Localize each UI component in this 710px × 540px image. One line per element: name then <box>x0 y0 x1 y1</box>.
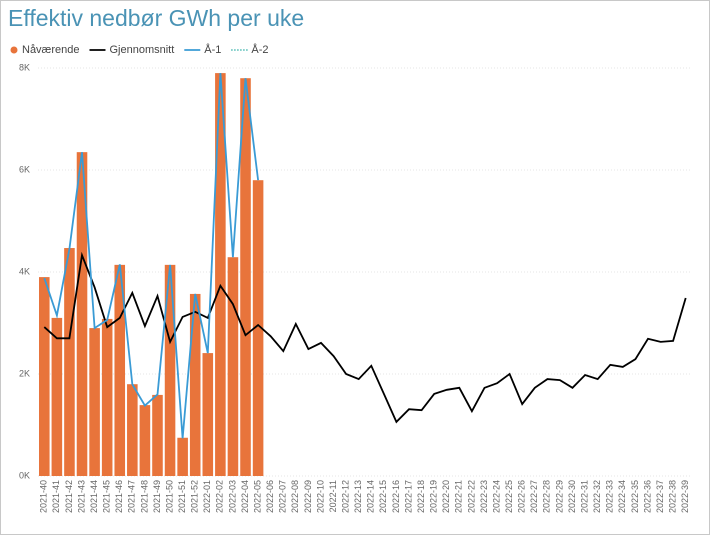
x-tick-label: 2021-50 <box>164 480 174 513</box>
x-tick-label: 2021-47 <box>127 480 137 513</box>
bar <box>202 353 214 476</box>
bar <box>127 384 138 476</box>
bar <box>240 78 251 476</box>
x-tick-label: 2021-52 <box>190 480 200 513</box>
legend-label: Nåværende <box>22 44 79 56</box>
y-tick-label: 8K <box>19 62 30 72</box>
bar <box>139 405 151 476</box>
x-tick-label: 2022-08 <box>290 480 300 513</box>
x-tick-label: 2022-29 <box>554 480 564 513</box>
x-tick-label: 2022-19 <box>429 480 439 513</box>
x-tick-label: 2022-37 <box>655 480 665 513</box>
x-tick-label: 2022-35 <box>630 480 640 513</box>
x-tick-label: 2022-17 <box>403 480 413 513</box>
x-tick-label: 2022-12 <box>341 480 351 513</box>
x-tick-label: 2022-14 <box>366 480 376 513</box>
y-tick-label: 2K <box>19 368 30 378</box>
bar <box>189 293 201 476</box>
x-tick-label: 2021-45 <box>102 480 112 513</box>
x-tick-label: 2022-21 <box>454 480 464 513</box>
x-tick-label: 2022-02 <box>215 480 225 513</box>
line <box>43 251 687 424</box>
bar <box>51 317 63 476</box>
x-tick-label: 2022-23 <box>479 480 489 513</box>
bar <box>177 437 188 476</box>
x-tick-label: 2022-11 <box>328 480 338 512</box>
x-tick-label: 2022-26 <box>517 480 527 513</box>
x-tick-label: 2022-06 <box>265 480 275 513</box>
bar <box>89 328 100 476</box>
x-tick-label: 2021-49 <box>152 480 162 513</box>
x-tick-label: 2022-22 <box>466 480 476 513</box>
x-tick-label: 2022-01 <box>202 480 212 513</box>
x-tick-label: 2022-18 <box>416 480 426 513</box>
x-tick-label: 2021-41 <box>51 480 61 513</box>
bar <box>152 394 163 476</box>
x-tick-label: 2021-43 <box>76 480 86 513</box>
x-tick-label: 2021-40 <box>39 480 49 513</box>
x-tick-label: 2022-15 <box>378 480 388 513</box>
x-tick-label: 2021-44 <box>89 480 99 513</box>
bar <box>227 257 239 476</box>
x-tick-label: 2022-20 <box>441 480 451 513</box>
y-tick-label: 0K <box>19 470 30 480</box>
x-tick-label: 2021-42 <box>64 480 74 513</box>
legend-label: Å-2 <box>251 43 268 56</box>
x-tick-label: 2022-34 <box>617 480 627 513</box>
x-tick-label: 2022-03 <box>227 480 237 513</box>
x-tick-label: 2022-04 <box>240 480 250 513</box>
x-tick-label: 2022-30 <box>567 480 577 513</box>
x-tick-label: 2022-27 <box>529 480 539 513</box>
bar <box>252 180 264 476</box>
y-tick-label: 4K <box>19 266 30 276</box>
bar <box>114 264 126 476</box>
x-tick-label: 2022-24 <box>491 480 501 513</box>
x-tick-label: 2022-25 <box>504 480 514 513</box>
x-tick-label: 2021-46 <box>114 480 124 513</box>
x-tick-label: 2022-36 <box>642 480 652 513</box>
legend-marker <box>10 46 18 54</box>
x-tick-label: 2022-07 <box>278 480 288 513</box>
x-tick-label: 2021-51 <box>177 480 187 513</box>
bar <box>101 318 113 476</box>
x-tick-label: 2022-38 <box>668 480 678 513</box>
x-tick-label: 2022-09 <box>303 480 313 513</box>
x-tick-label: 2022-28 <box>542 480 552 513</box>
bar <box>64 248 75 476</box>
x-tick-label: 2022-16 <box>391 480 401 513</box>
bar <box>164 264 176 476</box>
x-tick-label: 2021-48 <box>139 480 149 513</box>
y-tick-label: 6K <box>19 164 30 174</box>
x-tick-label: 2022-31 <box>579 480 589 513</box>
x-tick-label: 2022-05 <box>252 480 262 513</box>
x-tick-label: 2022-32 <box>592 480 602 513</box>
bar <box>215 73 226 476</box>
x-tick-label: 2022-33 <box>605 480 615 513</box>
chart-title: Effektiv nedbør GWh per uke <box>8 5 304 31</box>
legend-label: Gjennomsnitt <box>109 44 174 56</box>
x-tick-label: 2022-13 <box>353 480 363 513</box>
x-tick-label: 2022-10 <box>315 480 325 513</box>
legend-label: Å-1 <box>204 43 221 56</box>
bar <box>39 277 50 476</box>
line <box>43 73 259 439</box>
x-tick-label: 2022-39 <box>680 480 690 513</box>
bar <box>76 152 88 476</box>
